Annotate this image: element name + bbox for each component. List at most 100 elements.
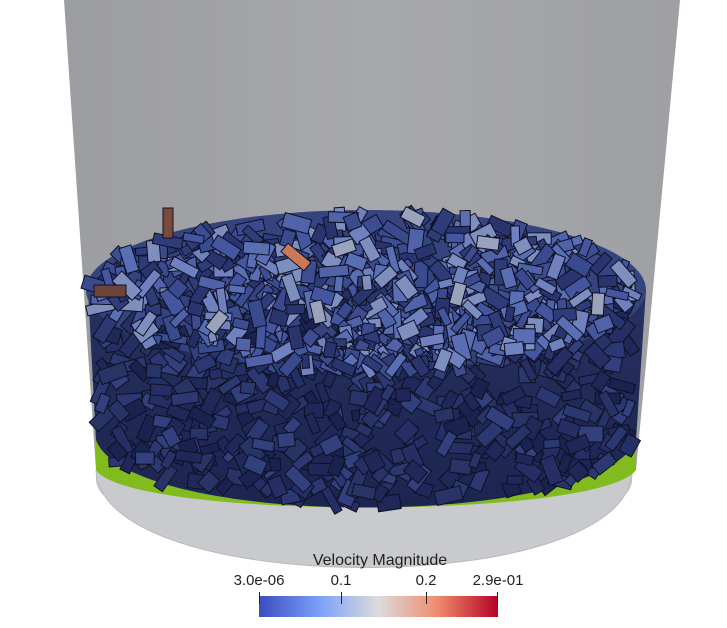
particle — [128, 358, 152, 383]
particle — [227, 284, 247, 295]
colorbar — [259, 596, 498, 617]
particle — [621, 285, 643, 302]
tick-label-0-1: 0.1 — [330, 572, 352, 589]
particle — [268, 307, 290, 328]
particle — [402, 459, 429, 485]
particle — [242, 453, 269, 477]
particle — [393, 418, 421, 445]
particle — [231, 316, 251, 331]
particle — [446, 252, 469, 272]
fast-particle — [162, 207, 174, 239]
particle — [187, 405, 217, 430]
particle — [433, 406, 455, 424]
particle — [247, 298, 268, 329]
particle — [504, 423, 532, 451]
particle — [513, 267, 536, 291]
particle — [399, 205, 427, 229]
particle — [342, 211, 363, 232]
particle — [321, 370, 338, 389]
particle — [215, 476, 235, 496]
particle — [280, 272, 302, 304]
particle — [189, 427, 209, 441]
particle — [545, 345, 575, 377]
particle — [204, 308, 230, 336]
particle — [499, 265, 518, 290]
particle — [512, 236, 534, 256]
particle — [418, 332, 446, 348]
particle — [567, 287, 594, 309]
particle — [608, 377, 637, 395]
particle — [266, 474, 289, 499]
particle — [435, 430, 458, 458]
particle — [330, 356, 358, 377]
particle — [286, 324, 305, 351]
particle — [409, 354, 431, 378]
particle — [577, 237, 594, 258]
particle — [262, 387, 291, 413]
particle — [182, 231, 205, 245]
particle-group — [80, 204, 643, 515]
particle — [556, 418, 582, 439]
particle — [107, 399, 131, 423]
particle — [166, 277, 189, 300]
tick-mark-min — [259, 592, 260, 604]
particle — [609, 258, 638, 289]
particle — [309, 299, 327, 325]
particle — [545, 252, 567, 281]
particle — [242, 240, 271, 256]
particle — [504, 305, 516, 323]
particle — [500, 385, 527, 407]
particle — [484, 439, 507, 462]
particle — [618, 432, 642, 458]
particle — [310, 222, 330, 246]
particle — [475, 235, 501, 251]
particle — [561, 403, 592, 424]
particle — [192, 353, 218, 375]
particle — [555, 314, 585, 343]
particle — [604, 287, 630, 302]
particle — [174, 449, 203, 464]
particle — [362, 449, 387, 475]
particle — [343, 251, 369, 272]
particle — [314, 381, 331, 404]
tick-mark-0-2 — [426, 592, 427, 604]
particle — [468, 376, 490, 401]
particle — [519, 357, 539, 383]
particle — [384, 351, 408, 379]
particle — [484, 405, 516, 433]
particle — [621, 398, 637, 419]
particle — [395, 387, 412, 403]
tick-mark-max — [497, 592, 498, 604]
colorbar-legend: Velocity Magnitude 3.0e-06 0.1 0.2 2.9e-… — [220, 548, 540, 626]
particle — [597, 274, 618, 288]
particle — [145, 363, 163, 379]
particle — [461, 298, 484, 321]
particle — [583, 341, 612, 370]
particle — [591, 451, 618, 476]
particle — [197, 470, 221, 494]
particle — [333, 275, 345, 293]
particle — [153, 463, 179, 493]
particle — [326, 453, 347, 478]
particle — [160, 425, 182, 449]
fast-particle — [93, 284, 127, 298]
particle — [556, 452, 574, 475]
particle — [210, 234, 242, 262]
particle — [251, 437, 276, 453]
particle — [547, 336, 567, 353]
tick-label-0-2: 0.2 — [415, 572, 437, 589]
particle — [394, 274, 420, 301]
particle — [282, 416, 303, 436]
particle — [590, 370, 612, 393]
particle — [372, 264, 399, 290]
particle — [361, 354, 384, 374]
particle — [543, 438, 561, 449]
particle — [604, 424, 629, 453]
particle — [436, 306, 453, 327]
particle — [560, 388, 583, 403]
particle — [358, 235, 382, 264]
particle — [379, 383, 396, 403]
particle — [448, 281, 468, 307]
particle — [277, 351, 304, 378]
